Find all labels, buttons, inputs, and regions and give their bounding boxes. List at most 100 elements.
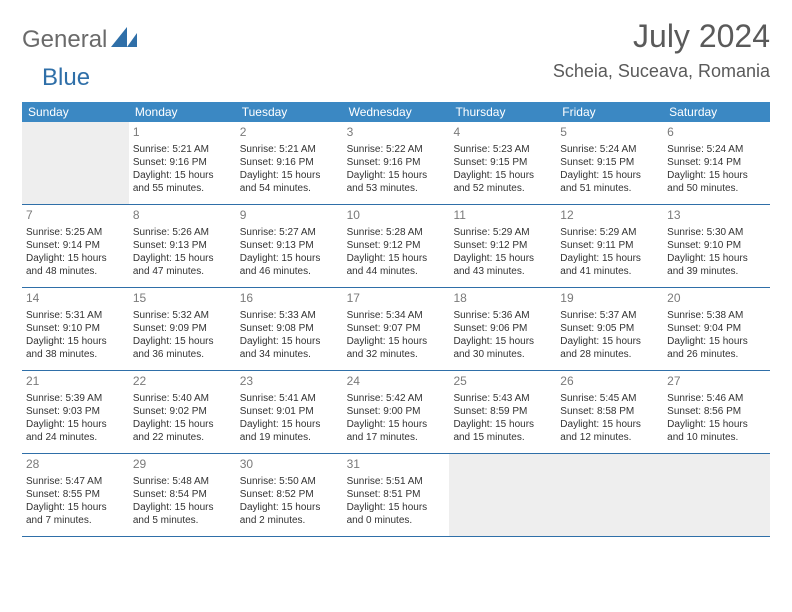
day-number: 30 [240,457,339,473]
day-cell: 14Sunrise: 5:31 AMSunset: 9:10 PMDayligh… [22,288,129,370]
week-row: 21Sunrise: 5:39 AMSunset: 9:03 PMDayligh… [22,371,770,454]
day-info-line: Sunrise: 5:48 AM [133,475,232,488]
day-info-line: Sunrise: 5:33 AM [240,309,339,322]
day-cell [556,454,663,536]
day-info-line: Sunrise: 5:22 AM [347,143,446,156]
day-number: 1 [133,125,232,141]
calendar: SundayMondayTuesdayWednesdayThursdayFrid… [22,102,770,537]
day-info-line: Sunrise: 5:24 AM [560,143,659,156]
day-cell: 4Sunrise: 5:23 AMSunset: 9:15 PMDaylight… [449,122,556,204]
day-info-line: and 47 minutes. [133,265,232,278]
day-info-line: Sunrise: 5:36 AM [453,309,552,322]
day-info-line: and 32 minutes. [347,348,446,361]
day-info-line: and 44 minutes. [347,265,446,278]
day-info-line: Daylight: 15 hours [347,501,446,514]
day-info-line: Sunset: 9:16 PM [133,156,232,169]
weeks-container: 1Sunrise: 5:21 AMSunset: 9:16 PMDaylight… [22,122,770,537]
day-info-line: and 26 minutes. [667,348,766,361]
day-info-line: Sunset: 8:51 PM [347,488,446,501]
day-number: 23 [240,374,339,390]
day-info-line: Daylight: 15 hours [133,501,232,514]
day-info-line: Daylight: 15 hours [560,252,659,265]
day-info-line: Sunrise: 5:24 AM [667,143,766,156]
day-number: 29 [133,457,232,473]
day-info-line: Sunset: 9:13 PM [133,239,232,252]
day-cell: 8Sunrise: 5:26 AMSunset: 9:13 PMDaylight… [129,205,236,287]
day-number: 27 [667,374,766,390]
day-info-line: Sunrise: 5:42 AM [347,392,446,405]
day-number: 15 [133,291,232,307]
day-info-line: and 7 minutes. [26,514,125,527]
day-cell: 6Sunrise: 5:24 AMSunset: 9:14 PMDaylight… [663,122,770,204]
day-info-line: Sunrise: 5:25 AM [26,226,125,239]
day-info-line: and 28 minutes. [560,348,659,361]
day-info-line: and 38 minutes. [26,348,125,361]
day-info-line: Sunrise: 5:46 AM [667,392,766,405]
day-info-line: Daylight: 15 hours [453,335,552,348]
day-info-line: and 19 minutes. [240,431,339,444]
day-info-line: and 0 minutes. [347,514,446,527]
day-info-line: Sunset: 9:03 PM [26,405,125,418]
day-info-line: Sunrise: 5:21 AM [240,143,339,156]
day-info-line: Sunrise: 5:50 AM [240,475,339,488]
day-cell: 22Sunrise: 5:40 AMSunset: 9:02 PMDayligh… [129,371,236,453]
day-info-line: Sunset: 8:55 PM [26,488,125,501]
day-number: 9 [240,208,339,224]
day-cell: 19Sunrise: 5:37 AMSunset: 9:05 PMDayligh… [556,288,663,370]
day-info-line: and 24 minutes. [26,431,125,444]
dow-cell: Wednesday [343,102,450,122]
day-info-line: Sunset: 8:56 PM [667,405,766,418]
day-number: 4 [453,125,552,141]
day-cell: 24Sunrise: 5:42 AMSunset: 9:00 PMDayligh… [343,371,450,453]
month-title: July 2024 [553,18,770,55]
dow-cell: Tuesday [236,102,343,122]
week-row: 1Sunrise: 5:21 AMSunset: 9:16 PMDaylight… [22,122,770,205]
day-info-line: Daylight: 15 hours [560,335,659,348]
day-info-line: Daylight: 15 hours [453,418,552,431]
day-cell [22,122,129,204]
day-info-line: Sunrise: 5:51 AM [347,475,446,488]
day-info-line: Daylight: 15 hours [347,252,446,265]
day-number: 20 [667,291,766,307]
day-info-line: Sunrise: 5:47 AM [26,475,125,488]
day-info-line: and 51 minutes. [560,182,659,195]
day-info-line: Sunset: 9:13 PM [240,239,339,252]
day-info-line: Daylight: 15 hours [667,169,766,182]
day-cell: 29Sunrise: 5:48 AMSunset: 8:54 PMDayligh… [129,454,236,536]
day-info-line: Daylight: 15 hours [560,169,659,182]
day-number: 8 [133,208,232,224]
day-cell: 7 Sunrise: 5:25 AMSunset: 9:14 PMDaylight… [22,205,129,287]
day-number: 22 [133,374,232,390]
logo: General [22,26,137,54]
dow-cell: Sunday [22,102,129,122]
day-number: 18 [453,291,552,307]
day-info-line: Sunset: 9:10 PM [26,322,125,335]
day-info-line: Daylight: 15 hours [667,335,766,348]
logo-text-general: General [22,26,107,54]
dow-cell: Friday [556,102,663,122]
day-info-line: Daylight: 15 hours [240,418,339,431]
day-info-line: Daylight: 15 hours [26,501,125,514]
day-number: 25 [453,374,552,390]
day-info-line: Sunset: 9:14 PM [667,156,766,169]
day-cell [449,454,556,536]
day-info-line: Sunrise: 5:31 AM [26,309,125,322]
day-info-line: Sunset: 9:10 PM [667,239,766,252]
day-info-line: Sunset: 9:00 PM [347,405,446,418]
day-info-line: Sunrise: 5:39 AM [26,392,125,405]
day-info-line: Sunset: 9:16 PM [240,156,339,169]
day-number: 7 [26,208,125,224]
day-info-line: Daylight: 15 hours [26,252,125,265]
day-info-line: and 17 minutes. [347,431,446,444]
day-number: 2 [240,125,339,141]
day-info-line: Sunrise: 5:43 AM [453,392,552,405]
day-info-line: Sunset: 9:14 PM [26,239,125,252]
dow-cell: Thursday [449,102,556,122]
day-info-line: Sunset: 9:12 PM [347,239,446,252]
location: Scheia, Suceava, Romania [553,61,770,82]
day-info-line: Sunrise: 5:29 AM [560,226,659,239]
logo-triangle-icon [111,26,137,54]
day-number: 24 [347,374,446,390]
day-number: 31 [347,457,446,473]
day-info-line: and 30 minutes. [453,348,552,361]
